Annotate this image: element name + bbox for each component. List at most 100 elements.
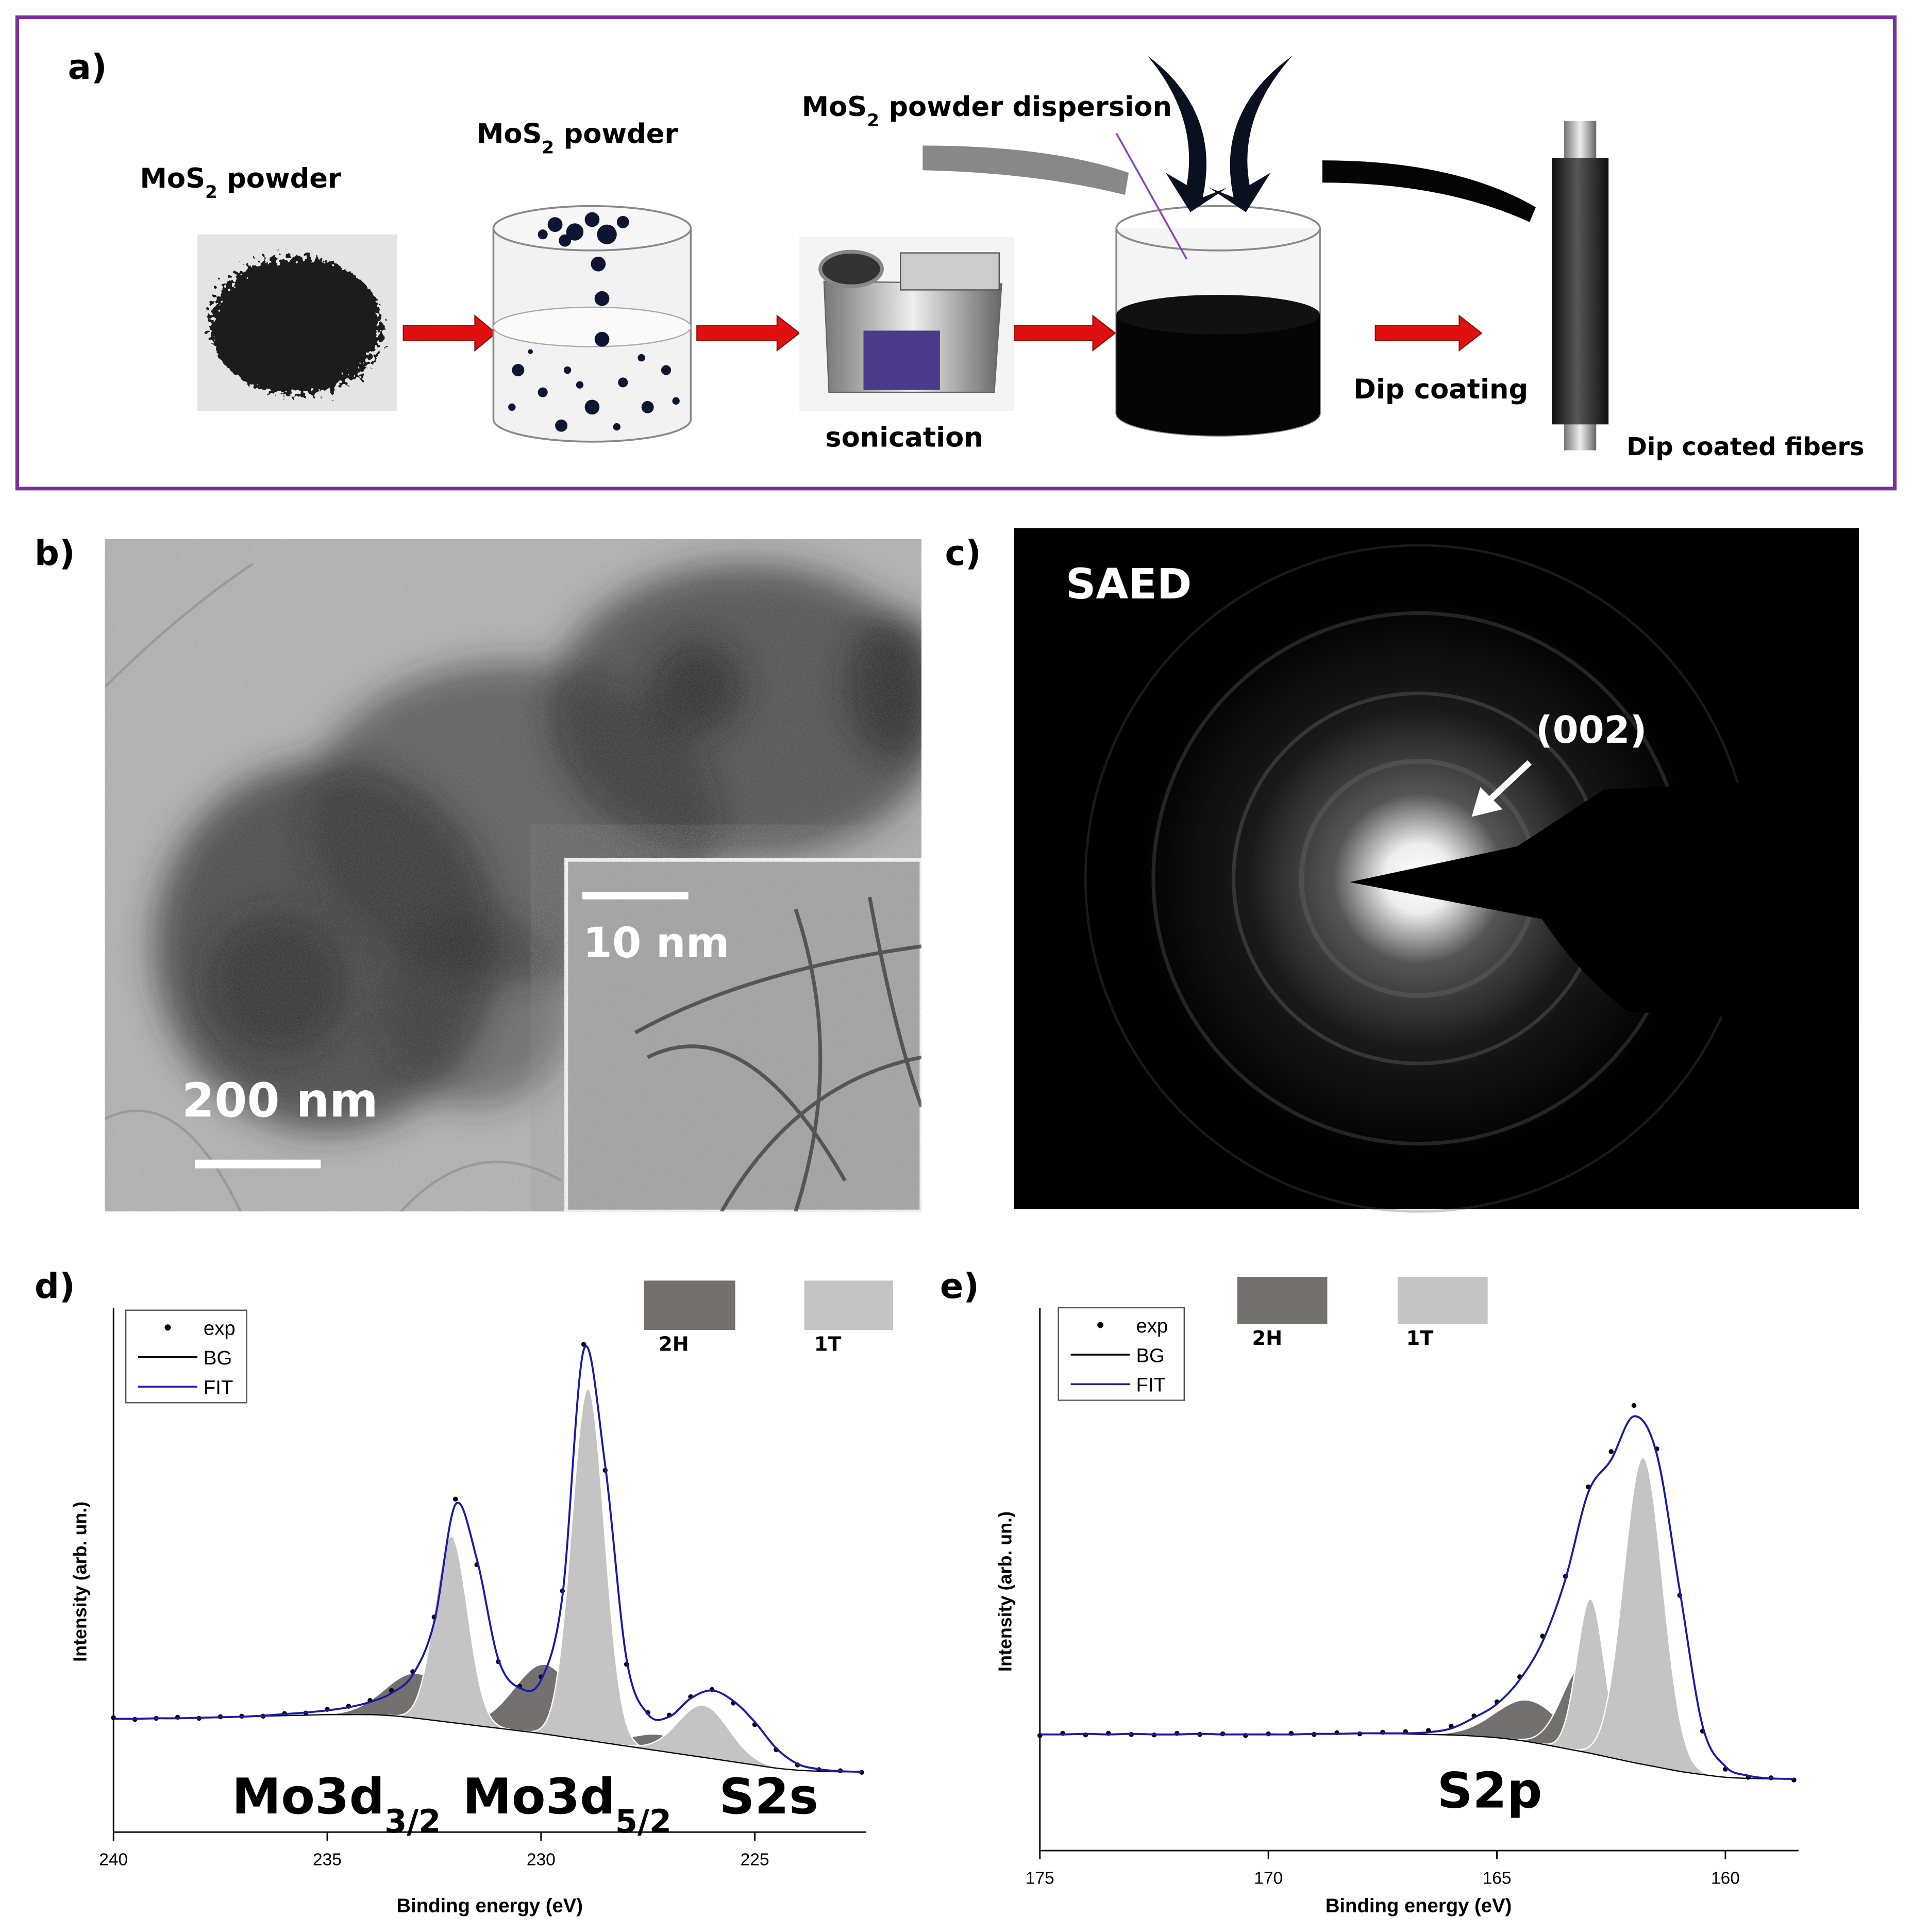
pointer-head (1471, 787, 1503, 817)
text-part: MoS (802, 91, 867, 123)
text-part: powder (217, 163, 341, 194)
legend-label: BG (204, 1347, 232, 1369)
panel-label: b) (35, 533, 75, 573)
curved-band (1322, 160, 1536, 222)
powder-pile (209, 256, 382, 395)
component-label: 1T (1406, 1327, 1434, 1350)
exp-point (1608, 1449, 1614, 1454)
pointer-line (1115, 132, 1188, 260)
coated-fiber (1552, 121, 1609, 451)
text-pre: Mo3d (463, 1768, 615, 1825)
sonicator-panel (863, 330, 940, 390)
peak-annotation: Mo3d5/2 (463, 1768, 672, 1840)
lattice-fringes (634, 896, 921, 1212)
panel-label: e) (940, 1266, 979, 1306)
legend-marker (164, 1324, 171, 1331)
beam-stop (1349, 777, 1859, 1024)
arrow (402, 314, 497, 352)
x-tick-label: 235 (313, 1851, 342, 1870)
exp-point (453, 1496, 458, 1502)
particles (508, 212, 680, 432)
x-tick-label: 175 (1026, 1869, 1054, 1888)
liquid-surface (493, 306, 692, 347)
component-swatch (644, 1280, 735, 1330)
text-part: powder dispersion (879, 91, 1172, 123)
text-part: MoS (140, 163, 205, 194)
text-sub: 2 (542, 138, 554, 158)
plane-label: (002) (1536, 708, 1647, 752)
arrow (1013, 314, 1116, 352)
dispersion-liquid (1116, 314, 1320, 436)
step-label: Dip coating (1353, 374, 1528, 405)
text-part: MoS (477, 119, 542, 150)
panel-label: c) (945, 533, 981, 573)
series-line (113, 1345, 862, 1773)
x-tick-label: 170 (1254, 1869, 1283, 1888)
grid-film (105, 562, 562, 1212)
x-tick-label: 230 (527, 1851, 556, 1870)
text-pre: S2s (719, 1768, 818, 1825)
y-axis-label: Intensity (arb. un.) (995, 1511, 1016, 1672)
component-swatch (1237, 1277, 1328, 1324)
arrow (1374, 314, 1483, 352)
text-sub: 3/2 (384, 1803, 441, 1840)
x-axis-label: Binding energy (eV) (396, 1895, 583, 1917)
y-axis-label: Intensity (arb. un.) (70, 1502, 91, 1662)
curved-band (923, 145, 1129, 195)
text-sub: 5/2 (615, 1803, 672, 1840)
component-label: 2H (1252, 1327, 1282, 1350)
arrow (696, 314, 800, 352)
image-title: SAED (1066, 560, 1192, 609)
liquid-surface (1116, 295, 1320, 335)
x-tick-label: 160 (1711, 1869, 1740, 1888)
x-axis-label: Binding energy (eV) (1326, 1895, 1512, 1917)
component-swatch (1397, 1277, 1488, 1324)
inset-grain (566, 860, 921, 1212)
scale-label: 200 nm (182, 1074, 378, 1128)
peak-annotation: S2p (1437, 1761, 1542, 1819)
exp-point (1631, 1403, 1637, 1408)
scale-bar (195, 1159, 321, 1169)
x-tick-label: 165 (1483, 1869, 1512, 1888)
component-label: 2H (659, 1333, 689, 1356)
x-tick-label: 240 (99, 1851, 128, 1870)
beaker (1115, 205, 1321, 437)
peak-annotation: S2s (719, 1768, 818, 1825)
component-label: 1T (814, 1333, 842, 1356)
legend-label: BG (1136, 1344, 1164, 1367)
peak-annotation: Mo3d3/2 (232, 1768, 441, 1840)
curved-arrow (1147, 55, 1228, 212)
legend-label: FIT (1136, 1374, 1165, 1396)
legend-label: exp (1136, 1315, 1168, 1337)
sonicator (799, 237, 1014, 411)
beaker (492, 205, 692, 443)
legend-marker (1097, 1322, 1104, 1328)
fiber-coating (1552, 158, 1609, 425)
beaker-rim (1115, 205, 1321, 252)
step-label: MoS2 powder (477, 119, 678, 158)
step-label: sonication (825, 422, 983, 453)
beaker-small (818, 249, 884, 288)
step-label: MoS2 powder (140, 163, 341, 203)
text-pre: S2p (1437, 1761, 1542, 1819)
series-line (1039, 1415, 1794, 1780)
x-tick-label: 225 (741, 1851, 769, 1870)
scale-label: 10 nm (583, 919, 729, 968)
process-arrows (402, 314, 1483, 352)
scale-bar (582, 892, 689, 900)
pointer-arrow (1488, 760, 1532, 802)
tem-image (105, 539, 921, 1212)
legend-label: exp (204, 1318, 236, 1340)
panel-a-frame (15, 15, 1897, 491)
basket (900, 252, 1000, 291)
panel-label: d) (35, 1266, 75, 1306)
text-sub: 2 (867, 110, 879, 131)
legend-label: FIT (204, 1376, 233, 1398)
step-label: MoS2 powder dispersion (802, 91, 1172, 131)
text-pre: Mo3d (232, 1768, 384, 1825)
text-part: powder (554, 119, 678, 150)
step-label: Dip coated fibers (1626, 433, 1864, 461)
component-swatch (804, 1280, 893, 1330)
panel-label: a) (68, 47, 107, 87)
